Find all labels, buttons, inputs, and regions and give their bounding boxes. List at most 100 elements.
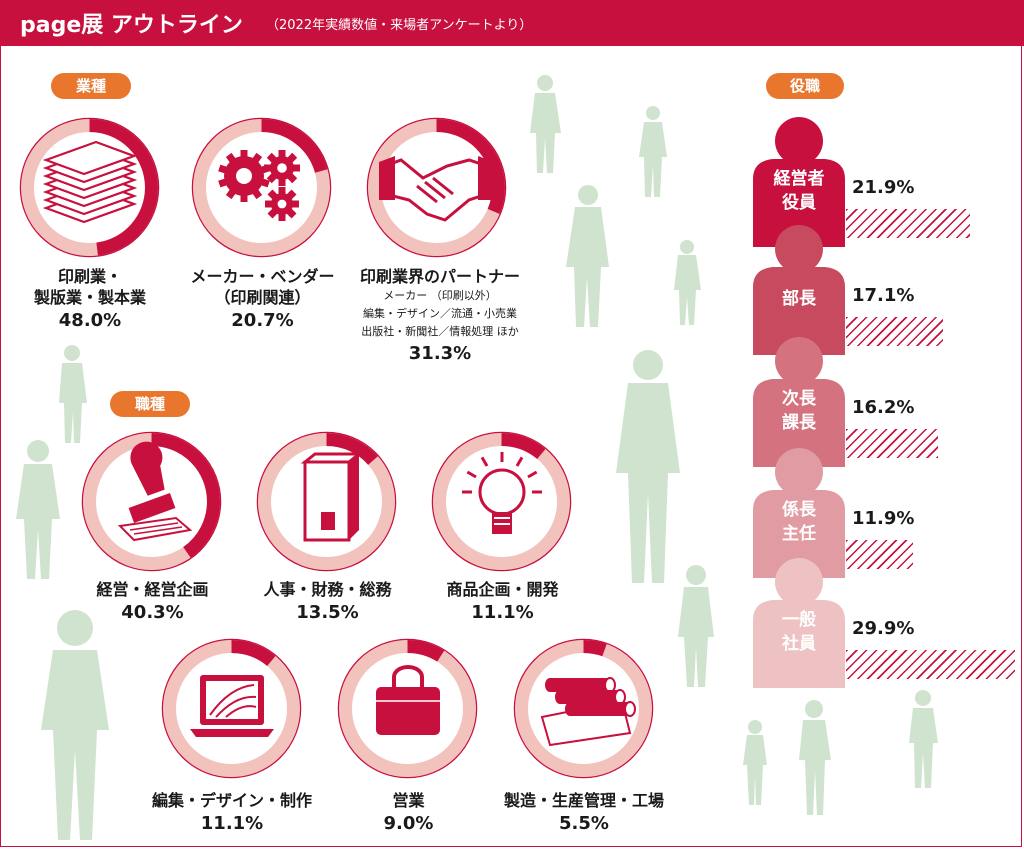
percent-value: 31.3% [408, 343, 472, 364]
position-label: 係長 主任 [753, 498, 845, 546]
person-silhouette [41, 610, 109, 840]
label-maker-vendor: メーカー・ベンダー （印刷関連） 20.7% [170, 266, 355, 334]
ring-value-arc [21, 119, 158, 256]
person-silhouette [566, 185, 609, 327]
section-label-yakushoku: 役職 [766, 73, 844, 99]
ring-outline [19, 117, 160, 258]
ring-chart-maker-vendor [191, 117, 332, 258]
person-figure-icon [753, 337, 845, 467]
person-silhouette [909, 690, 938, 788]
label-line: 印刷業・ [57, 267, 122, 286]
ring-chart-management [81, 431, 222, 572]
label-line: 人事・財務・総務 [263, 580, 392, 599]
position-label-line: 社員 [782, 634, 816, 654]
handshake-icon [379, 156, 494, 222]
label-sales: 営業 9.0% [316, 790, 501, 837]
ring-value-arc [339, 640, 476, 777]
person-silhouette [674, 240, 701, 325]
ring-outline [256, 431, 397, 572]
paper-stack-icon [42, 140, 138, 224]
ring-chart-sales [337, 638, 478, 779]
briefcase-icon [376, 665, 440, 735]
paper-rolls-icon [540, 677, 636, 747]
label-note: 編集・デザイン／流通・小売業 [363, 307, 517, 320]
label-manufacturing: 製造・生産管理・工場 5.5% [484, 790, 684, 837]
label-hr-finance: 人事・財務・総務 13.5% [235, 579, 420, 626]
position-label: 次長 課長 [753, 387, 845, 435]
section-label-shokushu: 職種 [110, 391, 190, 417]
person-silhouette [616, 350, 680, 583]
position-hatched-bar [846, 650, 1015, 679]
position-label-line: 一般 [782, 610, 816, 630]
person-silhouette [59, 345, 87, 443]
position-percent: 29.9% [852, 618, 915, 639]
ring-outline [161, 638, 302, 779]
person-figure-icon [753, 448, 845, 578]
laptop-icon [190, 675, 274, 737]
page-subtitle: （2022年実績数値・来場者アンケートより） [266, 18, 533, 33]
person-silhouette [639, 106, 667, 197]
position-label-line: 経営者 [773, 169, 825, 189]
person-figure-icon [753, 225, 845, 355]
ring-outline [431, 431, 572, 572]
position-percent: 21.9% [852, 177, 915, 198]
percent-value: 40.3% [121, 602, 184, 623]
ring-value-arc [515, 640, 652, 777]
ring-value-arc [83, 433, 220, 570]
position-label: 経営者 役員 [753, 167, 845, 215]
position-label-line: 役員 [782, 193, 816, 213]
ring-outline [191, 117, 332, 258]
percent-value: 9.0% [383, 813, 434, 834]
position-label-line: 課長 [782, 413, 816, 433]
position-label-line: 次長 [782, 389, 816, 409]
ring-value-arc [433, 433, 570, 570]
position-hatched-bar [846, 429, 938, 458]
gears-icon [218, 150, 300, 221]
label-note: メーカー （印刷以外） [383, 289, 497, 302]
ring-chart-printing [19, 117, 160, 258]
label-line: 営業 [392, 791, 425, 810]
ring-outline [81, 431, 222, 572]
percent-value: 48.0% [58, 310, 122, 331]
position-label-line: 主任 [782, 524, 816, 544]
ring-value-arc [258, 433, 395, 570]
position-hatched-bar [846, 209, 970, 238]
person-silhouette [16, 440, 60, 579]
person-figure-icon [753, 558, 845, 688]
position-percent: 16.2% [852, 397, 915, 418]
position-label-line: 係長 [782, 500, 816, 520]
position-label: 一般 社員 [753, 608, 845, 656]
ring-value-arc [368, 119, 505, 256]
percent-value: 20.7% [231, 310, 294, 331]
label-printing: 印刷業・ 製版業・製本業 48.0% [0, 266, 180, 334]
label-line: 編集・デザイン・制作 [151, 791, 312, 810]
ring-outline [513, 638, 654, 779]
label-editing-design: 編集・デザイン・制作 11.1% [132, 790, 332, 837]
ring-chart-manufacturing [513, 638, 654, 779]
label-line: 製造・生産管理・工場 [503, 791, 664, 810]
page-title: page展 アウトライン [20, 13, 243, 38]
position-percent: 17.1% [852, 285, 915, 306]
label-line: 印刷業界のパートナー [359, 267, 520, 286]
position-label: 部長 [753, 287, 845, 311]
person-silhouette [799, 700, 831, 815]
ring-chart-editing-design [161, 638, 302, 779]
position-hatched-bar [846, 540, 913, 569]
label-line: 商品企画・開発 [446, 580, 559, 599]
ring-outline [366, 117, 507, 258]
label-line: 経営・経営企画 [96, 580, 209, 599]
person-silhouette [530, 75, 561, 173]
person-silhouette [743, 720, 767, 805]
ring-outline [337, 638, 478, 779]
label-note: 出版社・新聞社／情報処理 ほか [361, 325, 519, 338]
stamp-icon [117, 441, 193, 542]
ring-chart-product-dev [431, 431, 572, 572]
ring-value-arc [163, 640, 300, 777]
position-hatched-bar [846, 317, 943, 346]
binder-icon [300, 452, 364, 542]
ring-value-arc [193, 119, 330, 256]
lightbulb-icon [462, 452, 542, 534]
percent-value: 11.1% [200, 813, 264, 834]
person-figure-icon [753, 117, 845, 247]
